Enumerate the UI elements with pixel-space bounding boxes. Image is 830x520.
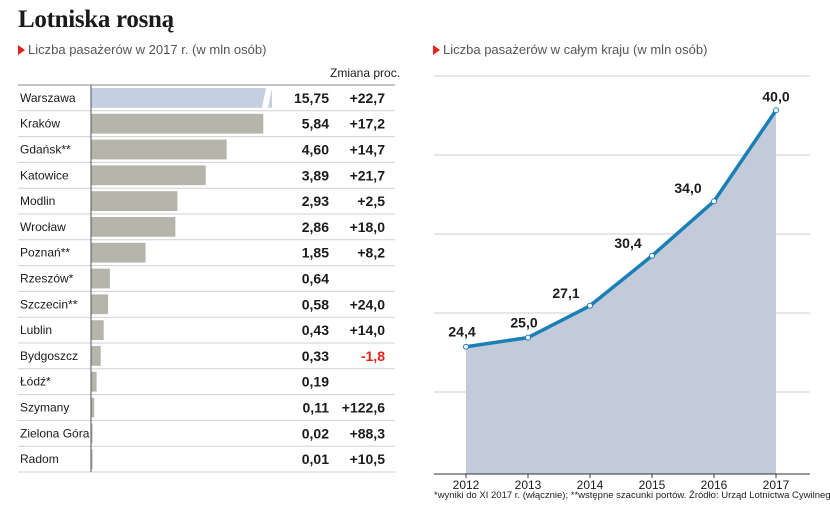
airport-label: Gdańsk** (20, 143, 71, 157)
data-point (587, 302, 593, 309)
data-value-label: 24,4 (448, 324, 475, 340)
bar-1 (91, 113, 264, 134)
data-value-label: 34,0 (674, 180, 701, 196)
bar-14 (91, 449, 93, 469)
passengers-value-label: 0,11 (303, 400, 330, 416)
passengers-value-label: 4,60 (302, 142, 329, 158)
data-value-label: 40,0 (762, 88, 789, 104)
data-value-label: 25,0 (510, 315, 537, 331)
bar-6 (91, 242, 146, 263)
passengers-value-label: 5,84 (302, 116, 329, 132)
change-value-label: -1,8 (361, 348, 385, 364)
x-tick-label: 2012 (453, 478, 480, 492)
passengers-value-label: 0,64 (302, 271, 329, 287)
airport-label: Radom (20, 452, 59, 466)
left-subtitle-text: Liczba pasażerów w 2017 r. (w mln osób) (28, 42, 267, 57)
passengers-value-label: 0,58 (302, 296, 329, 312)
change-value-label: +14,0 (350, 322, 386, 338)
bar-12 (91, 397, 95, 418)
passengers-value-label: 2,93 (302, 193, 329, 209)
change-column-header: Zmiana proc. (330, 66, 401, 80)
series-line (465, 109, 778, 349)
change-value-label: +17,2 (350, 116, 386, 132)
passengers-value-label: 3,89 (302, 167, 329, 183)
left-chart-subtitle: Liczba pasażerów w 2017 r. (w mln osób) (18, 42, 266, 57)
bar-2 (91, 139, 227, 160)
x-tick-label: 2015 (639, 478, 666, 492)
bar-11 (91, 371, 97, 392)
change-value-label: +8,2 (357, 245, 385, 261)
passengers-value-label: 0,43 (302, 322, 329, 338)
change-value-label: +10,5 (350, 451, 386, 467)
data-point (525, 334, 531, 341)
passengers-value-label: 0,33 (302, 348, 329, 364)
bar-9 (91, 320, 104, 340)
airport-label: Modlin (20, 194, 55, 208)
footnote: *wyniki do XI 2017 r. (włącznie); **wstę… (434, 490, 830, 501)
airport-label: Katowice (20, 168, 69, 182)
change-value-label: +88,3 (350, 425, 386, 441)
triangle-marker-icon (18, 45, 25, 55)
airport-label: Szczecin** (20, 297, 78, 311)
airport-label: Wrocław (20, 220, 66, 234)
change-value-label: +18,0 (350, 219, 386, 235)
area-fill (466, 110, 776, 475)
airport-label: Szymany (20, 401, 69, 415)
airport-label: Poznań** (20, 246, 70, 260)
right-subtitle-text: Liczba pasażerów w całym kraju (w mln os… (443, 42, 708, 57)
bar-break-mark (262, 88, 272, 108)
data-point (773, 107, 779, 114)
x-tick-label: 2014 (577, 478, 604, 492)
data-point (649, 252, 655, 259)
airport-label: Bydgoszcz (20, 349, 78, 363)
bar-0 (91, 88, 272, 108)
airport-label: Zielona Góra (20, 426, 90, 440)
airport-label: Kraków (20, 117, 60, 131)
change-value-label: +14,7 (350, 142, 386, 158)
bar-7 (91, 268, 110, 289)
change-value-label: +22,7 (350, 90, 386, 106)
airport-label: Łódź* (20, 375, 51, 389)
x-tick-label: 2017 (763, 478, 790, 492)
triangle-marker-icon (433, 45, 440, 55)
x-tick-label: 2016 (701, 478, 728, 492)
bar-8 (91, 294, 109, 315)
passengers-value-label: 2,86 (302, 219, 329, 235)
data-point (711, 198, 717, 205)
x-tick-label: 2013 (515, 478, 542, 492)
right-chart-subtitle: Liczba pasażerów w całym kraju (w mln os… (433, 42, 707, 57)
bar-5 (91, 217, 176, 237)
page-title: Lotniska rosną (18, 6, 174, 33)
airport-label: Rzeszów* (20, 272, 74, 286)
change-value-label: +24,0 (350, 296, 386, 312)
data-value-label: 27,1 (552, 285, 579, 301)
bar-3 (91, 165, 206, 186)
data-point (463, 343, 469, 350)
bar-4 (91, 191, 178, 211)
passengers-value-label: 15,75 (294, 90, 329, 106)
passengers-value-label: 0,19 (302, 374, 329, 390)
airport-label: Warszawa (20, 91, 76, 105)
bar-13 (91, 423, 93, 444)
change-value-label: +2,5 (357, 193, 385, 209)
passengers-value-label: 1,85 (302, 245, 329, 261)
change-value-label: +122,6 (342, 400, 385, 416)
change-value-label: +21,7 (350, 167, 386, 183)
airport-label: Lublin (20, 323, 52, 337)
passengers-value-label: 0,01 (302, 451, 329, 467)
data-value-label: 30,4 (614, 235, 641, 251)
passengers-value-label: 0,02 (302, 425, 329, 441)
bar-10 (91, 346, 101, 366)
